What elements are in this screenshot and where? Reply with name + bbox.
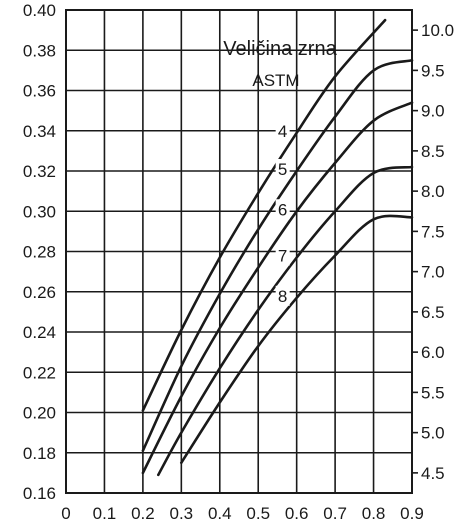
y-tick-label: 0.24 [23,323,56,342]
y-axis-ticks-right: 10.0 9.5 9.0 8.5 8.0 7.5 7.0 6.5 6.0 5.5 5.0 4.5 [412,21,454,483]
x-tick-label: 0.5 [246,504,270,523]
curve-astm-8 [180,214,414,465]
y2-tick-label: 8.0 [421,182,445,201]
curve-astm-4 [141,18,387,412]
y2-tick-label: 7.0 [421,263,445,282]
y-tick-label: 0.40 [23,1,56,20]
x-tick-label: 0.3 [170,504,194,523]
y-tick-label: 0.28 [23,243,56,262]
y2-tick-label: 10.0 [421,21,454,40]
curve-label-6: 6 [278,200,287,219]
y2-tick-label: 9.5 [421,61,445,80]
curves [141,18,414,477]
x-tick-label: 0 [61,504,70,523]
y2-tick-label: 7.5 [421,222,445,241]
y2-tick-label: 5.0 [421,424,445,443]
y-tick-label: 0.38 [23,41,56,60]
y-tick-label: 0.30 [23,202,56,221]
y-tick-label: 0.26 [23,283,56,302]
curve-astm-7 [157,165,414,477]
annotation-title: Veličina zrna [223,38,337,60]
y-tick-label: 0.22 [23,363,56,382]
y2-tick-label: 6.5 [421,303,445,322]
x-tick-label: 0.6 [285,504,309,523]
curve-label-4: 4 [278,122,287,141]
y-tick-label: 0.18 [23,444,56,463]
x-tick-label: 0.9 [400,504,424,523]
curve-label-7: 7 [278,247,287,266]
y-tick-label: 0.16 [23,484,56,503]
y2-tick-label: 9.0 [421,102,445,121]
x-tick-label: 0.1 [93,504,117,523]
y-axis-ticks-left: 0.40 0.38 0.36 0.34 0.32 0.30 0.28 0.26 0.24 0.22… [23,1,56,503]
curve-label-bg [275,120,290,141]
curve-label-bg [275,245,290,266]
y2-tick-label: 4.5 [421,464,445,483]
y-tick-label: 0.36 [23,82,56,101]
x-tick-label: 0.7 [323,504,347,523]
x-tick-label: 0.4 [208,504,232,523]
curve-label-bg [275,199,290,220]
curve-label-bg [275,285,290,306]
x-tick-label: 0.2 [131,504,155,523]
curve-labels: 4 5 6 7 8 [275,120,290,306]
curve-label-5: 5 [278,160,287,179]
curve-label-bg [275,159,290,179]
curve-astm-5 [141,59,414,452]
x-axis-ticks: 0 0.1 0.2 0.3 0.4 0.5 0.6 0.7 0.8 0.9 [61,504,424,523]
y-tick-label: 0.32 [23,162,56,181]
curve-label-8: 8 [278,287,287,306]
y-tick-label: 0.20 [23,404,56,423]
y2-tick-label: 8.5 [421,142,445,161]
x-tick-label: 0.8 [362,504,386,523]
y-tick-label: 0.34 [23,122,56,141]
annotation-subtitle: ASTM [252,71,299,90]
plot-frame [65,9,413,494]
y2-tick-label: 5.5 [421,383,445,402]
curve-astm-6 [141,101,414,475]
y2-tick-label: 6.0 [421,343,445,362]
